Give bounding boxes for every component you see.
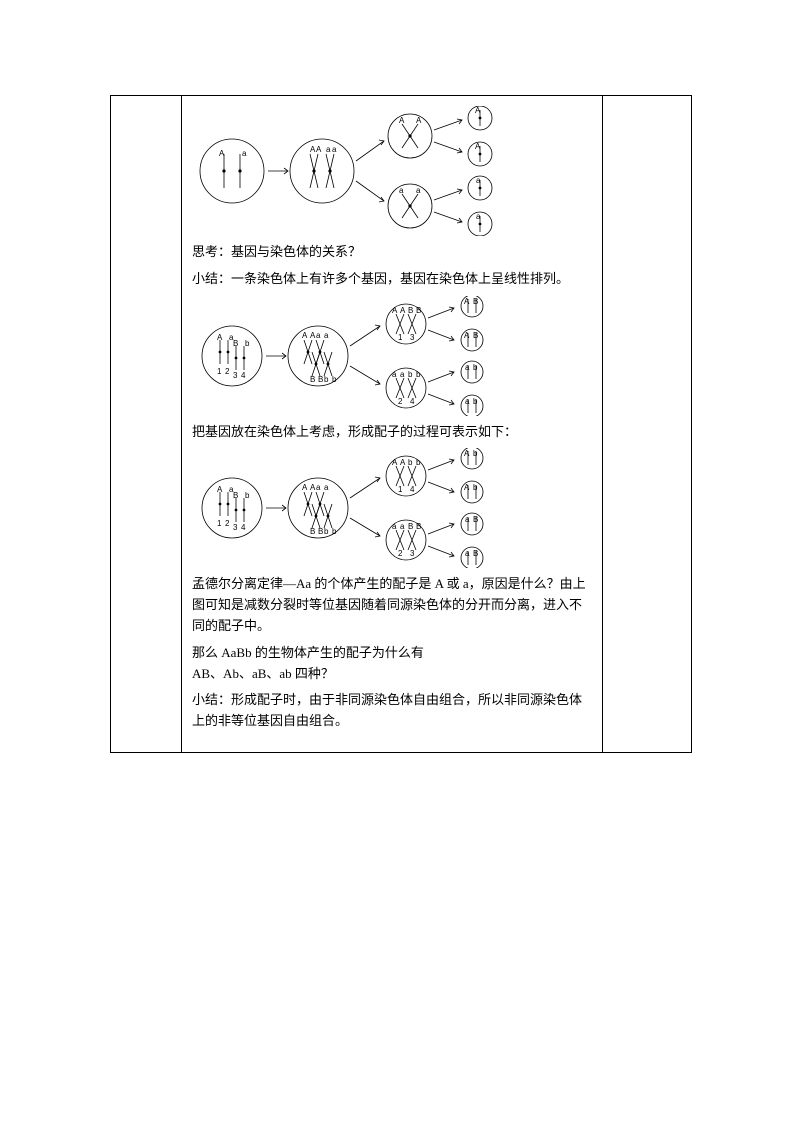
svg-text:b: b	[473, 483, 478, 492]
content-table: A a A A a a A A a a A A a a 思考：基因与染色体的关系…	[110, 95, 692, 753]
summary-2: 小结：形成配子时，由于非同源染色体自由组合，所以非同源染色体上的非等位基因自由组…	[192, 690, 592, 732]
svg-text:B: B	[473, 331, 478, 340]
middle-column: A a A A a a A A a a A A a a 思考：基因与染色体的关系…	[182, 96, 603, 752]
svg-text:A: A	[217, 333, 223, 342]
svg-text:A: A	[475, 106, 481, 115]
svg-text:b: b	[245, 491, 250, 500]
svg-text:3: 3	[233, 371, 238, 380]
svg-text:A: A	[392, 458, 398, 467]
svg-text:A: A	[464, 449, 470, 458]
svg-text:B: B	[473, 297, 478, 306]
svg-text:b: b	[408, 370, 413, 379]
svg-text:1: 1	[217, 367, 222, 376]
svg-text:B: B	[233, 491, 238, 500]
svg-text:3: 3	[410, 333, 415, 342]
diagram-1: A a A A a a A A a a A A a a	[192, 106, 552, 236]
svg-text:b: b	[408, 458, 413, 467]
svg-text:B: B	[318, 375, 323, 384]
svg-text:A: A	[464, 483, 470, 492]
svg-text:a: a	[399, 186, 404, 195]
think-question: 思考：基因与染色体的关系？	[192, 242, 592, 263]
svg-text:2: 2	[398, 397, 403, 406]
svg-text:b: b	[332, 527, 337, 536]
svg-text:a: a	[316, 483, 321, 492]
svg-text:4: 4	[241, 371, 246, 380]
svg-text:A: A	[302, 483, 308, 492]
paragraph-3a: 孟德尔分离定律—Aa 的个体产生的配子是 A 或 a，原因是什么？由上图可知是减…	[192, 574, 592, 636]
svg-text:1: 1	[217, 519, 222, 528]
svg-text:a: a	[416, 186, 421, 195]
svg-text:2: 2	[225, 519, 230, 528]
svg-text:B: B	[416, 306, 421, 315]
svg-text:a: a	[242, 149, 247, 158]
svg-text:A: A	[416, 116, 422, 125]
svg-text:a: a	[326, 145, 331, 154]
svg-text:3: 3	[410, 549, 415, 558]
svg-text:A: A	[399, 116, 405, 125]
left-column	[111, 96, 182, 752]
svg-text:4: 4	[241, 523, 246, 532]
svg-text:A: A	[400, 306, 406, 315]
svg-text:B: B	[310, 375, 315, 384]
svg-text:a: a	[476, 212, 481, 221]
svg-text:a: a	[476, 176, 481, 185]
svg-text:a: a	[392, 370, 397, 379]
paragraph-2: 把基因放在染色体上考虑，形成配子的过程可表示如下：	[192, 422, 592, 443]
diagram-3: A a B b 1 2 3 4 A A a a B B b b A	[192, 448, 552, 568]
svg-text:a: a	[465, 397, 470, 406]
svg-text:b: b	[245, 339, 250, 348]
right-column	[603, 96, 691, 752]
paragraph-3c: AB、Ab、aB、ab 四种？	[192, 664, 592, 685]
svg-text:B: B	[318, 527, 323, 536]
svg-text:1: 1	[398, 333, 403, 342]
svg-text:1: 1	[398, 485, 403, 494]
svg-text:3: 3	[233, 523, 238, 532]
svg-text:a: a	[400, 370, 405, 379]
svg-text:a: a	[465, 363, 470, 372]
svg-text:b: b	[324, 527, 329, 536]
svg-text:B: B	[416, 522, 421, 531]
svg-text:2: 2	[398, 549, 403, 558]
svg-text:b: b	[473, 449, 478, 458]
svg-text:4: 4	[410, 397, 415, 406]
svg-text:A: A	[475, 142, 481, 151]
svg-text:B: B	[310, 527, 315, 536]
svg-text:B: B	[408, 522, 413, 531]
paragraph-3b: 那么 AaBb 的生物体产生的配子为什么有	[192, 643, 592, 664]
svg-text:a: a	[465, 549, 470, 558]
summary-1: 小结：一条染色体上有许多个基因，基因在染色体上呈线性排列。	[192, 269, 592, 290]
svg-text:a: a	[392, 522, 397, 531]
svg-text:A: A	[316, 145, 322, 154]
svg-text:b: b	[473, 363, 478, 372]
svg-text:b: b	[416, 370, 421, 379]
svg-text:B: B	[473, 549, 478, 558]
svg-text:B: B	[233, 339, 238, 348]
svg-text:A: A	[400, 458, 406, 467]
svg-text:a: a	[316, 331, 321, 340]
svg-text:A: A	[464, 331, 470, 340]
diagram-2: A a B b 1 2 3 4 A A a a B B b b A	[192, 296, 552, 416]
svg-text:A: A	[219, 149, 225, 158]
svg-text:a: a	[324, 331, 329, 340]
svg-text:4: 4	[410, 485, 415, 494]
svg-text:B: B	[473, 515, 478, 524]
svg-text:2: 2	[225, 367, 230, 376]
svg-text:b: b	[416, 458, 421, 467]
svg-text:B: B	[408, 306, 413, 315]
svg-text:a: a	[465, 515, 470, 524]
page: A a A A a a A A a a A A a a 思考：基因与染色体的关系…	[0, 0, 800, 1132]
svg-text:a: a	[400, 522, 405, 531]
svg-text:a: a	[324, 483, 329, 492]
svg-text:A: A	[302, 331, 308, 340]
svg-text:a: a	[332, 145, 337, 154]
svg-text:A: A	[464, 297, 470, 306]
svg-text:b: b	[324, 375, 329, 384]
svg-text:b: b	[332, 375, 337, 384]
svg-text:A: A	[392, 306, 398, 315]
svg-text:A: A	[217, 485, 223, 494]
svg-text:b: b	[473, 397, 478, 406]
